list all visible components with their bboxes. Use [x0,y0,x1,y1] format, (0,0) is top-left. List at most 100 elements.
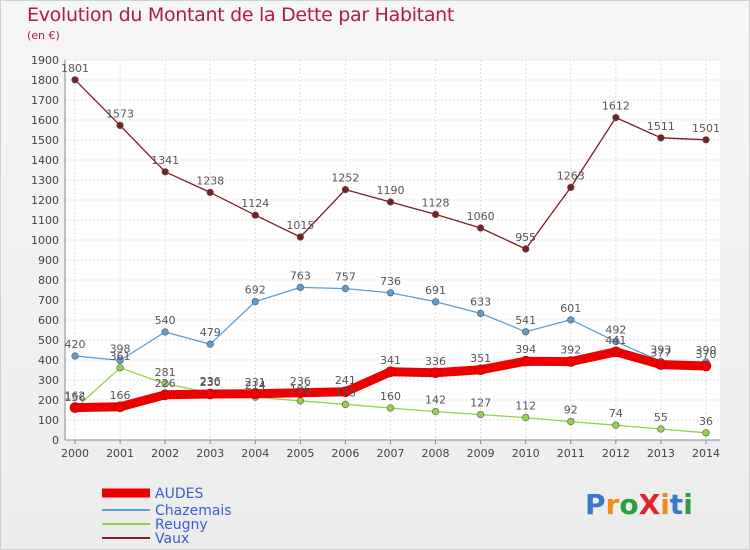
data-label-chazemais: 479 [200,326,221,339]
data-label-chazemais: 757 [335,271,356,284]
data-label-reugny: 156 [65,391,86,404]
x-tick-label: 2002 [151,447,179,460]
data-point-chazemais [431,298,440,306]
y-tick-label: 1000 [31,234,59,247]
data-label-reugny: 36 [699,415,713,428]
data-label-chazemais: 691 [425,284,446,297]
data-point-vaux [702,136,710,144]
data-point-vaux [251,211,259,219]
data-label-chazemais: 692 [245,284,266,297]
data-point-chazemais [116,356,124,365]
y-tick-label: 1400 [31,154,59,167]
data-label-chazemais: 398 [110,342,131,355]
x-tick-label: 2012 [602,447,630,460]
data-point-chazemais [161,328,169,336]
data-label-audes: 377 [650,347,671,360]
data-label-vaux: 1612 [602,100,630,113]
data-point-vaux [341,186,350,194]
data-point-reugny [657,425,665,433]
data-point-reugny [612,421,620,429]
data-point-audes [69,402,81,413]
data-point-reugny [341,400,350,409]
y-tick-label: 0 [52,434,59,447]
data-label-audes: 230 [200,376,221,389]
x-tick-label: 2003 [196,447,224,460]
x-tick-label: 2004 [241,447,269,460]
legend-label-chazemais: Chazemais [155,503,232,519]
y-tick-label: 300 [38,374,59,387]
y-tick-label: 1900 [31,54,59,67]
x-tick-label: 2008 [422,447,450,460]
data-label-chazemais: 390 [695,344,716,357]
data-label-audes: 441 [605,334,626,347]
data-point-audes [114,401,126,413]
data-point-chazemais [71,352,79,360]
data-point-vaux [296,233,304,241]
data-point-chazemais [341,285,350,293]
x-tick-label: 2000 [61,447,89,460]
data-label-vaux: 1060 [467,210,495,223]
chart-title: Evolution du Montant de la Dette par Hab… [27,4,455,26]
data-label-reugny: 160 [380,390,401,403]
legend-label-reugny: Reugny [155,517,208,533]
data-label-audes: 394 [515,343,536,356]
y-tick-label: 400 [38,354,59,367]
y-tick-label: 100 [38,414,59,427]
logo-letter: i [683,488,693,521]
data-point-reugny [522,414,530,422]
y-axis-tick-labels: 0 100 200 300 400 500 600 700 800 900 1000 1100 1200… [31,54,59,447]
x-tick-label: 2009 [467,447,495,460]
data-label-vaux: 1573 [106,107,134,120]
data-point-vaux [116,121,124,129]
data-label-chazemais: 736 [380,275,401,288]
legend-label-vaux: Vaux [155,531,189,547]
data-point-audes [204,388,216,400]
data-point-vaux [206,188,214,196]
chart-subtitle: (en €) [27,29,60,42]
logo-letter: o [619,488,639,521]
data-label-vaux: 955 [515,231,536,244]
data-label-chazemais: 633 [470,295,491,308]
data-point-audes [249,388,261,400]
data-label-audes: 370 [695,348,716,361]
data-label-audes: 162 [65,390,86,403]
logo-letter: r [605,488,620,521]
y-tick-label: 1600 [31,114,59,127]
data-label-reugny: 214 [245,379,266,392]
data-point-audes [700,360,712,372]
data-point-vaux [477,224,485,232]
data-label-reugny: 92 [564,404,578,417]
data-labels: 162 166 226 230 231 236 241 341 336 351 394 392 441 3… [61,62,720,428]
data-label-reugny: 196 [290,383,311,396]
y-tick-label: 900 [38,254,59,267]
x-tick-label: 2007 [376,447,404,460]
data-point-reugny [296,397,304,405]
proxiti-logo: ProXiti [585,488,693,521]
data-point-audes [159,389,171,401]
series-group [69,76,712,437]
data-label-audes: 351 [470,352,491,365]
data-point-chazemais [567,316,575,324]
data-point-reugny [386,404,395,412]
data-label-reugny: 127 [470,397,491,410]
x-tick-label: 2011 [557,447,585,460]
data-point-reugny [116,364,124,372]
data-point-chazemais [522,328,530,336]
y-tick-label: 700 [38,294,59,307]
y-tick-label: 1300 [31,174,59,187]
data-label-vaux: 1511 [647,120,675,133]
logo-letter: t [669,488,684,521]
data-label-reugny: 361 [110,350,131,363]
data-point-reugny [702,429,710,437]
logo-letter: i [660,488,670,521]
data-point-audes [340,386,351,398]
data-point-audes [520,355,532,367]
data-label-audes: 241 [335,374,356,387]
data-label-vaux: 1190 [376,184,404,197]
x-tick-label: 2010 [512,447,540,460]
data-point-vaux [386,198,395,206]
y-tick-label: 1500 [31,134,59,147]
y-tick-label: 600 [38,314,59,327]
data-label-vaux: 1801 [61,62,89,75]
